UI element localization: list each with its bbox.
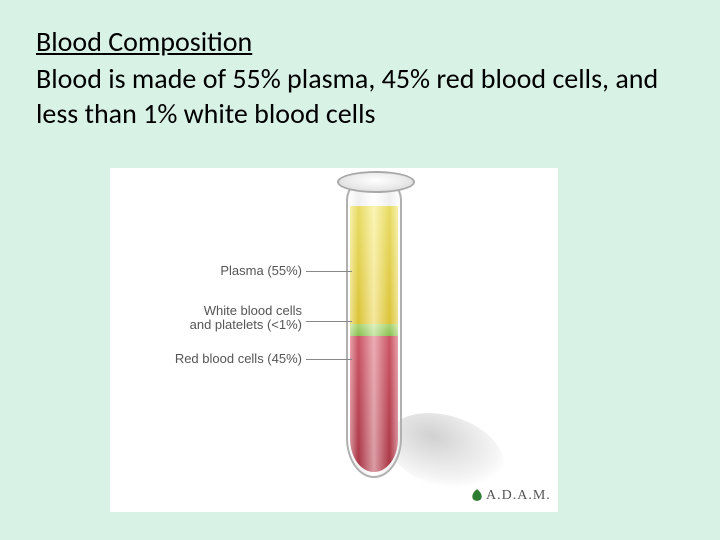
label-rbc: Red blood cells (45%) [138,352,302,366]
slide-title: Blood Composition [36,24,684,59]
lead-rbc [306,359,352,360]
tube-lip [337,171,415,193]
lead-plasma [306,271,352,272]
label-plasma: Plasma (55%) [182,264,302,278]
leaf-icon [470,488,484,502]
slide-body: Blood is made of 55% plasma, 45% red blo… [36,61,676,131]
figure: Plasma (55%) White blood cellsand platel… [110,168,558,512]
slide: Blood Composition Blood is made of 55% p… [0,0,720,540]
lead-buffy [306,321,352,322]
brand-text: A.D.A.M. [486,488,551,504]
label-buffy: White blood cellsand platelets (<1%) [152,304,302,333]
tube-glass [346,178,402,478]
test-tube [346,178,402,478]
figure-card: Plasma (55%) White blood cellsand platel… [110,168,558,512]
